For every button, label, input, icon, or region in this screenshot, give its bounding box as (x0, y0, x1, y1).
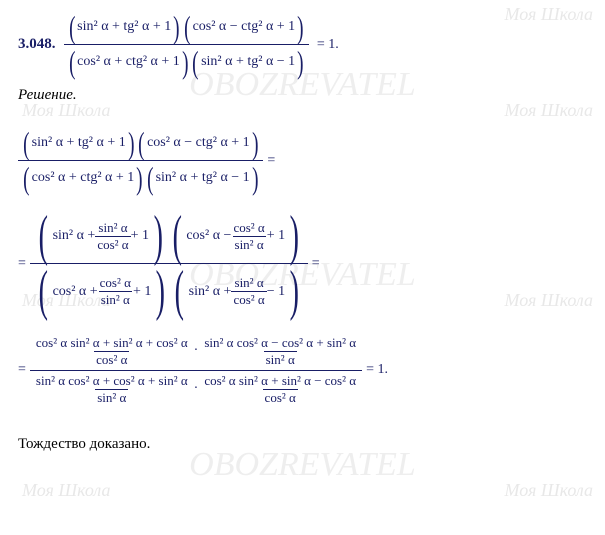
equals: = (18, 362, 26, 378)
inner-frac: cos² αsin² α (98, 275, 133, 308)
problem-number: 3.048. (18, 36, 56, 53)
step-3: = cos² α sin² α + sin² α + cos² αcos² α … (18, 333, 587, 408)
math-expr: sin² α + tg² α − 1 (201, 54, 295, 69)
math-expr: + 1 (133, 284, 151, 300)
math-expr: sin² α + (189, 284, 232, 300)
math-expr: cos² α − ctg² α + 1 (193, 19, 296, 34)
math-expr: sin² α + tg² α − 1 (156, 170, 250, 185)
math-expr: + 1 (131, 228, 149, 244)
inner-frac: sin² α cos² α + cos² α + sin² αsin² α (34, 373, 190, 406)
step-2: = ( sin² α + sin² αcos² α + 1 ) ( cos² α… (18, 209, 587, 319)
dot: · (194, 343, 199, 359)
inner-frac: sin² α cos² α − cos² α + sin² αsin² α (202, 335, 358, 368)
result: = 1. (366, 362, 388, 378)
step1-fraction: (sin² α + tg² α + 1)(cos² α − ctg² α + 1… (18, 126, 263, 195)
inner-frac: cos² αsin² α (231, 220, 266, 253)
math-expr: sin² α + tg² α + 1 (77, 19, 171, 34)
math-expr: cos² α + (53, 284, 98, 300)
equals: = (312, 256, 320, 272)
watermark-small: Моя Школа (22, 480, 111, 501)
inner-frac: cos² α sin² α + sin² α − cos² αcos² α (202, 373, 358, 406)
math-expr: − 1 (267, 284, 285, 300)
identity-proved: Тождество доказано. (18, 436, 587, 453)
math-expr: sin² α + (53, 228, 96, 244)
watermark-small: Моя Школа (505, 480, 594, 501)
math-expr: cos² α − (186, 228, 231, 244)
math-expr: cos² α + ctg² α + 1 (32, 170, 135, 185)
problem-rhs: = 1. (317, 37, 339, 53)
math-expr: cos² α + ctg² α + 1 (77, 54, 180, 69)
inner-frac: sin² αcos² α (231, 275, 266, 308)
step3-fraction: cos² α sin² α + sin² α + cos² αcos² α · … (30, 333, 362, 408)
inner-frac: sin² αcos² α (95, 220, 130, 253)
page-content: 3.048. (sin² α + tg² α + 1)(cos² α − ctg… (0, 0, 605, 463)
equals: = (267, 153, 275, 169)
problem-fraction: (sin² α + tg² α + 1)(cos² α − ctg² α + 1… (64, 10, 309, 79)
equals: = (18, 256, 26, 272)
math-expr: cos² α − ctg² α + 1 (147, 135, 250, 150)
step2-fraction: ( sin² α + sin² αcos² α + 1 ) ( cos² α −… (30, 209, 308, 319)
inner-frac: cos² α sin² α + sin² α + cos² αcos² α (34, 335, 190, 368)
math-expr: + 1 (267, 228, 285, 244)
solution-label: Решение. (18, 87, 587, 104)
problem-statement: 3.048. (sin² α + tg² α + 1)(cos² α − ctg… (18, 10, 587, 79)
math-expr: sin² α + tg² α + 1 (32, 135, 126, 150)
step-1: (sin² α + tg² α + 1)(cos² α − ctg² α + 1… (18, 126, 587, 195)
dot: · (194, 381, 199, 397)
